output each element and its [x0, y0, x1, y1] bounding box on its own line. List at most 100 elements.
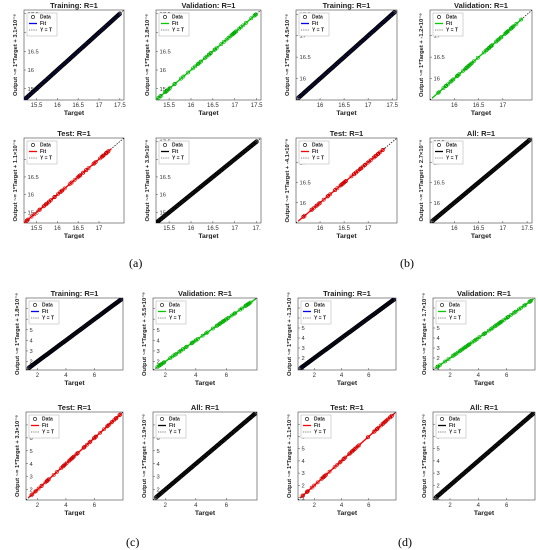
y-axis-label: Output ~= 1*Target + 4.5×10⁻⁶: [285, 14, 291, 96]
legend-label: Y = T: [314, 316, 326, 322]
data-point: [69, 457, 73, 462]
legend-data-marker: [437, 15, 441, 19]
y-axis-label: Output ~= 1*Target + -1.2×10⁻⁶: [419, 13, 425, 97]
y-axis-label: Output ~= 1*Target + 1.1×10⁻⁶: [13, 139, 19, 221]
legend-label: Fit: [172, 149, 178, 155]
y-tick-label: 3: [437, 471, 440, 477]
y-tick-label: 3: [157, 349, 160, 355]
y-tick-label: 2: [30, 488, 33, 494]
legend-label: Fit: [42, 309, 48, 315]
data-point: [237, 26, 242, 31]
data-point: [335, 186, 340, 191]
data-point: [379, 423, 383, 428]
legend-label: Y = T: [42, 430, 54, 436]
data-point: [180, 347, 185, 352]
y-axis-label: Output ~= 1*Target + 1.8×10⁻⁶: [15, 293, 21, 375]
x-tick-label: 15.5: [31, 226, 43, 232]
data-point: [52, 195, 57, 200]
data-point: [499, 319, 504, 324]
data-point: [214, 46, 219, 50]
data-point: [56, 192, 60, 197]
data-point: [516, 307, 521, 312]
data-point: [494, 39, 499, 44]
x-axis-label: Target: [471, 110, 492, 116]
plot-title: Training: R=1: [323, 289, 371, 298]
data-point: [190, 340, 195, 345]
x-tick-label: 6: [93, 373, 97, 379]
x-tick-label: 16: [188, 226, 195, 232]
data-point: [172, 81, 177, 86]
plot-title: Validation: R=1: [457, 289, 511, 298]
data-point: [84, 442, 89, 447]
legend-label: Data: [172, 143, 183, 149]
data-point: [118, 298, 123, 303]
data-point: [438, 363, 442, 368]
legend-label: Data: [169, 303, 180, 309]
data-point: [229, 313, 234, 318]
regression-plot-1: Training: R=115.51616.51717.515.51616.51…: [13, 1, 126, 116]
data-point: [29, 493, 34, 497]
y-tick-label: 4: [302, 459, 306, 465]
data-point: [76, 174, 81, 179]
legend-label: Data: [449, 417, 460, 423]
data-point: [529, 412, 535, 417]
data-point: [376, 425, 381, 430]
data-point: [88, 439, 93, 444]
y-tick-label: 16.5: [434, 55, 445, 61]
data-point: [249, 16, 254, 21]
x-tick-label: 4: [64, 503, 68, 509]
data-point: [106, 149, 111, 154]
data-point: [168, 356, 173, 361]
panel-label-c: (c): [126, 535, 140, 549]
data-point: [72, 178, 77, 182]
data-point: [350, 449, 355, 454]
data-point: [444, 83, 448, 88]
legend-label: Y = T: [449, 430, 461, 436]
y-tick-label: 6: [30, 436, 33, 442]
x-tick-label: 17.: [252, 226, 261, 232]
x-tick-label: 4: [477, 373, 481, 379]
x-tick-label: 6: [505, 503, 509, 509]
data-point: [352, 172, 356, 177]
data-point: [204, 54, 209, 59]
x-tick-label: 16: [317, 103, 324, 109]
data-point: [196, 61, 201, 66]
data-point: [508, 26, 513, 31]
x-axis-label: Target: [336, 233, 357, 239]
data-point: [310, 207, 315, 212]
data-point: [332, 465, 337, 470]
legend-label: Y = T: [449, 316, 461, 322]
y-tick-label: 5: [302, 447, 305, 453]
y-axis-label: Output ~= 1*Target + -1.3×10⁻⁶: [287, 292, 293, 376]
data-point: [464, 65, 469, 70]
regression-plot-11: Training: R=11234567246TargetOutput ~= 1…: [287, 289, 397, 386]
regression-plot-3: Training: R=11616.51717.51616.51717.5Tar…: [285, 1, 399, 116]
x-axis-label: Target: [64, 510, 85, 516]
data-point: [455, 350, 460, 355]
data-point: [490, 43, 495, 47]
x-axis-label: Target: [64, 380, 85, 386]
data-point: [92, 436, 96, 441]
data-point: [527, 300, 532, 304]
x-tick-label: 17: [96, 103, 103, 109]
regression-plot-2: Validation: R=115.51616.51717.515.51616.…: [145, 1, 263, 116]
y-tick-label: 3: [30, 349, 33, 355]
y-tick-label: 5: [30, 328, 33, 334]
data-point: [46, 199, 51, 204]
y-tick-label: 16: [300, 201, 306, 207]
y-tick-label: 16: [160, 68, 166, 74]
x-tick-label: 15.5: [31, 103, 43, 109]
data-point: [117, 11, 123, 16]
data-point: [172, 82, 177, 87]
data-point: [49, 197, 54, 202]
y-axis-label: Output ~= 1*Target + 1.7×10⁻⁶: [422, 293, 428, 375]
data-point: [498, 35, 503, 40]
data-point: [300, 494, 305, 498]
data-point: [309, 208, 314, 212]
plot-title: All: R=1: [467, 129, 495, 138]
data-point: [530, 412, 535, 417]
